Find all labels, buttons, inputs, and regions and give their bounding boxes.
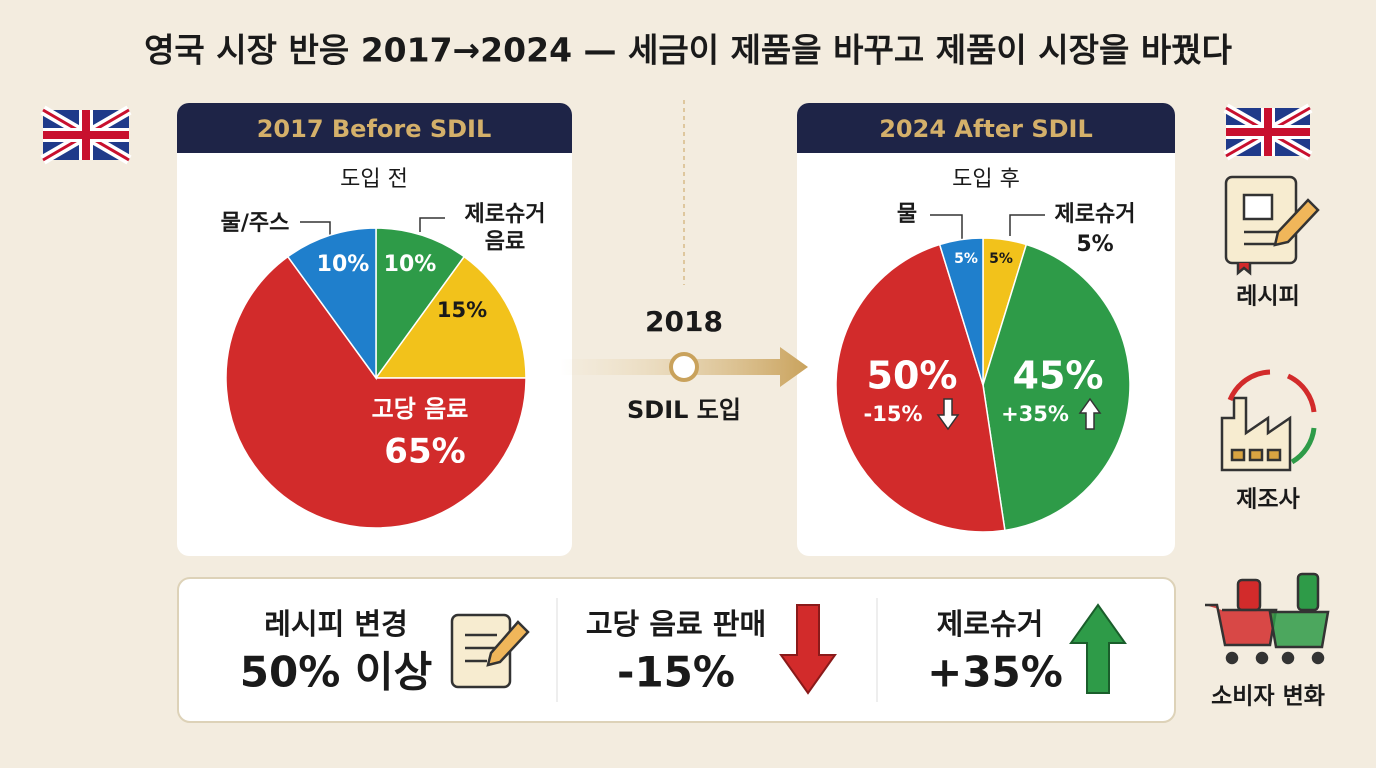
- leader-line: [930, 214, 963, 240]
- summary-value: 50% 이상: [240, 648, 432, 697]
- recipe-icon: [450, 613, 530, 689]
- up-arrow: [1069, 603, 1127, 694]
- category-label: 제로슈거 음료: [465, 202, 546, 255]
- summary-value: +35%: [927, 648, 1063, 697]
- timeline-label: SDIL 도입: [627, 396, 741, 424]
- category-label: 제로슈거: [1055, 202, 1136, 227]
- pie-slice: [286, 227, 377, 381]
- factory-icon: [1220, 369, 1317, 472]
- sidebar-label: 레시피: [1236, 284, 1299, 310]
- value-label: 10%: [317, 252, 370, 277]
- value-label: 5%: [1076, 232, 1113, 257]
- up-arrow: [1078, 397, 1102, 430]
- summary-label: 고당 음료 판매: [586, 607, 766, 641]
- pie-slice: [374, 255, 527, 379]
- summary-box: [177, 577, 1176, 723]
- panel-title: 2024 After SDIL: [879, 115, 1093, 143]
- down-arrow: [779, 604, 837, 695]
- leader-line: [1009, 214, 1045, 236]
- category-label: 고당 음료: [372, 395, 469, 423]
- value-label: 5%: [989, 251, 1013, 267]
- leader-line: [419, 217, 445, 232]
- pie-slice: [835, 243, 1006, 533]
- uk-flag: [1223, 103, 1313, 161]
- pie-slice: [982, 243, 1131, 532]
- value-label: 5%: [954, 251, 978, 267]
- value-label: 50%: [867, 354, 958, 398]
- recipe-icon: [1224, 175, 1320, 276]
- leader-line: [300, 221, 331, 240]
- sidebar-label: 제조사: [1236, 487, 1299, 513]
- down-arrow: [936, 398, 960, 431]
- summary-value: -15%: [617, 648, 735, 697]
- timeline-dot: [669, 352, 699, 382]
- change-label: +35%: [1001, 402, 1069, 426]
- category-label: 물: [897, 202, 917, 227]
- timeline-year: 2018: [645, 305, 723, 338]
- panel-subtitle: 도입 후: [952, 167, 1020, 192]
- cart-icon: [1205, 572, 1330, 665]
- uk-flag: [40, 105, 132, 165]
- pie-slice: [938, 237, 984, 386]
- pie-slice: [225, 255, 527, 529]
- value-label: 65%: [384, 432, 465, 472]
- sidebar-label: 소비자 변화: [1211, 684, 1325, 710]
- value-label: 15%: [437, 298, 487, 322]
- category-label: 물/주스: [221, 211, 290, 236]
- value-label: 10%: [384, 252, 437, 277]
- value-label: 45%: [1013, 354, 1104, 398]
- summary-label: 제로슈거: [937, 607, 1044, 641]
- panel-subtitle: 도입 전: [340, 167, 408, 192]
- change-label: -15%: [864, 402, 923, 426]
- page-title: 영국 시장 반응 2017→2024 — 세금이 제품을 바꾸고 제품이 시장을…: [144, 31, 1233, 70]
- pie-slice: [375, 227, 466, 381]
- summary-label: 레시피 변경: [264, 607, 408, 641]
- panel-title: 2017 Before SDIL: [257, 115, 492, 143]
